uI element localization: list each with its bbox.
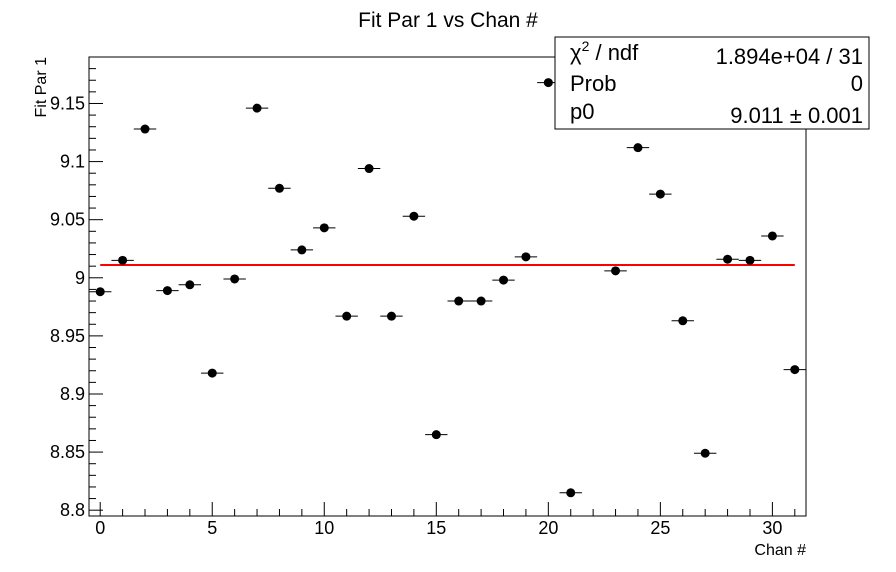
data-point (492, 275, 515, 285)
data-point (313, 223, 336, 233)
data-point (245, 103, 269, 113)
y-tick-label: 9.05 (50, 210, 85, 230)
point-marker (297, 245, 307, 255)
point-marker (409, 211, 419, 221)
point-marker (499, 275, 509, 285)
point-marker (162, 286, 172, 296)
point-marker (95, 287, 105, 297)
data-point (201, 368, 224, 378)
data-point (671, 316, 694, 326)
data-point (693, 448, 717, 458)
point-marker (364, 164, 374, 174)
point-marker (745, 255, 755, 265)
y-tick-label: 8.9 (60, 384, 85, 404)
point-marker (633, 143, 643, 153)
stats-p0-value: 9.011 ± 0.001 (730, 103, 863, 128)
plot-frame (88, 56, 807, 517)
data-point (559, 488, 582, 498)
point-marker (521, 252, 531, 262)
data-point (761, 231, 784, 241)
point-marker (723, 254, 733, 264)
x-tick-label: 15 (426, 518, 446, 538)
data-point (626, 143, 650, 153)
point-marker (319, 223, 329, 233)
data-point (514, 252, 538, 262)
x-tick-label: 20 (538, 518, 558, 538)
y-tick-label: 9.1 (60, 152, 85, 172)
data-point (447, 296, 470, 306)
data-point (111, 255, 134, 265)
data-point (425, 430, 448, 440)
point-marker (252, 103, 262, 113)
point-marker (454, 296, 464, 306)
point-marker (140, 124, 150, 134)
y-tick-label: 8.95 (50, 326, 85, 346)
x-tick-label: 5 (207, 518, 217, 538)
point-marker (611, 266, 621, 276)
data-points (89, 78, 806, 498)
point-marker (678, 316, 688, 326)
data-point (223, 274, 246, 284)
point-marker (342, 311, 352, 321)
point-marker (700, 448, 710, 458)
stats-box: χ2 / ndf 1.894e+04 / 31 Prob 0 p0 9.011 … (554, 36, 870, 130)
stats-chi2-label: χ2 / ndf (570, 38, 639, 65)
stats-box-frame (554, 36, 870, 130)
data-point (469, 296, 493, 306)
data-point (178, 280, 202, 290)
data-point (89, 287, 112, 297)
y-tick-label: 8.85 (50, 442, 85, 462)
y-tick-label: 9 (75, 268, 85, 288)
data-point (335, 311, 358, 321)
stats-p0-label: p0 (570, 99, 594, 124)
point-marker (543, 78, 553, 88)
stats-prob-value: 0 (851, 71, 863, 96)
x-tick-label: 10 (314, 518, 334, 538)
data-point (604, 266, 627, 276)
point-marker (655, 189, 665, 199)
data-point (133, 124, 157, 134)
point-marker (118, 255, 128, 265)
point-marker (767, 231, 777, 241)
y-axis: 8.8 8.85 8.9 8.95 9 9.05 9.1 9.15 (50, 56, 103, 520)
point-marker (566, 488, 576, 498)
x-tick-label: 25 (650, 518, 670, 538)
data-point (738, 255, 762, 265)
chart-title: Fit Par 1 vs Chan # (358, 9, 538, 32)
stats-prob-label: Prob (570, 71, 616, 96)
y-axis-title: Fit Par 1 (33, 57, 50, 118)
data-point (357, 164, 381, 174)
data-point (268, 183, 291, 193)
y-tick-label: 8.8 (60, 500, 85, 520)
point-marker (431, 430, 441, 440)
point-marker (386, 311, 396, 321)
data-point (380, 311, 403, 321)
x-axis-title: Chan # (754, 542, 806, 559)
point-marker (185, 280, 195, 290)
data-point (156, 286, 179, 296)
x-tick-label: 30 (762, 518, 782, 538)
data-point (290, 245, 314, 255)
stats-chi2-value: 1.894e+04 / 31 (716, 44, 863, 69)
x-axis: 0 5 10 15 20 25 30 (95, 502, 796, 538)
data-point (649, 189, 672, 199)
data-point (783, 365, 806, 375)
point-marker (790, 365, 800, 375)
point-marker (476, 296, 486, 306)
y-tick-label: 9.15 (50, 93, 85, 113)
point-marker (207, 368, 217, 378)
data-point (716, 254, 739, 264)
point-marker (274, 183, 284, 193)
x-tick-label: 0 (95, 518, 105, 538)
point-marker (230, 274, 240, 284)
data-point (402, 211, 426, 221)
